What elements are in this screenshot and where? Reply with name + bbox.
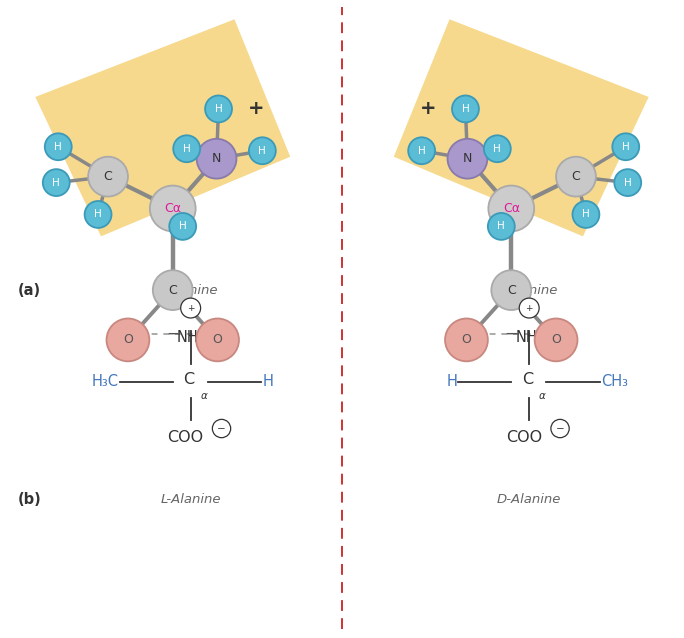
Circle shape <box>85 201 111 228</box>
Circle shape <box>573 201 599 228</box>
Text: COO: COO <box>506 430 542 445</box>
Text: H: H <box>53 177 60 188</box>
Circle shape <box>43 169 70 196</box>
Text: −: − <box>166 325 180 343</box>
Text: L-Alanine: L-Alanine <box>161 493 221 506</box>
Circle shape <box>488 186 534 232</box>
Text: C: C <box>168 284 177 297</box>
Text: H: H <box>263 375 273 389</box>
Circle shape <box>612 133 640 160</box>
Text: H: H <box>179 221 187 232</box>
Text: C: C <box>522 372 533 387</box>
Text: H: H <box>462 104 469 114</box>
Circle shape <box>150 186 196 232</box>
Text: H: H <box>215 104 222 114</box>
Circle shape <box>447 139 488 179</box>
Text: H₃C: H₃C <box>92 375 119 389</box>
Circle shape <box>205 96 232 122</box>
Text: H: H <box>94 209 102 219</box>
Circle shape <box>491 271 531 310</box>
Circle shape <box>181 298 200 318</box>
Text: NH₃: NH₃ <box>515 330 543 345</box>
Text: +: + <box>187 304 194 313</box>
Text: H: H <box>54 142 62 152</box>
Text: α: α <box>539 390 546 401</box>
Text: +: + <box>248 100 265 119</box>
Circle shape <box>212 419 231 438</box>
Text: L-Alanine: L-Alanine <box>157 284 218 297</box>
Text: H: H <box>493 144 501 154</box>
Text: NH₃: NH₃ <box>177 330 205 345</box>
Text: N: N <box>463 152 472 165</box>
Text: O: O <box>551 334 561 346</box>
Text: H: H <box>582 209 590 219</box>
Circle shape <box>488 213 515 240</box>
Text: C: C <box>104 170 112 183</box>
Text: H: H <box>418 145 425 156</box>
Circle shape <box>445 318 488 361</box>
Circle shape <box>535 318 577 361</box>
Text: H: H <box>447 375 458 389</box>
Text: H: H <box>183 144 191 154</box>
Text: COO: COO <box>168 430 204 445</box>
Circle shape <box>88 157 128 197</box>
Text: (a): (a) <box>17 283 40 297</box>
Text: N: N <box>212 152 221 165</box>
Circle shape <box>556 157 596 197</box>
Text: O: O <box>462 334 471 346</box>
Circle shape <box>169 213 196 240</box>
Circle shape <box>551 419 569 438</box>
Circle shape <box>107 318 149 361</box>
Text: C: C <box>572 170 580 183</box>
Text: +: + <box>419 100 436 119</box>
Text: D-Alanine: D-Alanine <box>497 493 562 506</box>
Text: C: C <box>183 372 194 387</box>
Text: H: H <box>624 177 631 188</box>
Text: Cα: Cα <box>164 202 181 215</box>
Text: O: O <box>213 334 222 346</box>
Circle shape <box>408 137 435 164</box>
Text: H: H <box>259 145 266 156</box>
Circle shape <box>44 133 72 160</box>
Text: α: α <box>200 390 207 401</box>
Circle shape <box>249 137 276 164</box>
Text: H: H <box>622 142 630 152</box>
Text: −: − <box>555 424 564 434</box>
Text: H: H <box>497 221 505 232</box>
Circle shape <box>196 139 237 179</box>
Text: O: O <box>123 334 133 346</box>
Circle shape <box>173 135 200 162</box>
Text: −: − <box>217 424 226 434</box>
Polygon shape <box>36 19 290 236</box>
Circle shape <box>484 135 511 162</box>
Text: +: + <box>525 304 533 313</box>
Text: CH₃: CH₃ <box>601 375 628 389</box>
Text: (b): (b) <box>17 492 41 507</box>
Circle shape <box>614 169 641 196</box>
Text: C: C <box>507 284 516 297</box>
Text: Cα: Cα <box>503 202 520 215</box>
Circle shape <box>452 96 479 122</box>
Polygon shape <box>394 19 648 236</box>
Circle shape <box>196 318 239 361</box>
Text: D-Alanine: D-Alanine <box>494 284 558 297</box>
Circle shape <box>519 298 539 318</box>
Circle shape <box>153 271 193 310</box>
Text: −: − <box>504 325 518 343</box>
